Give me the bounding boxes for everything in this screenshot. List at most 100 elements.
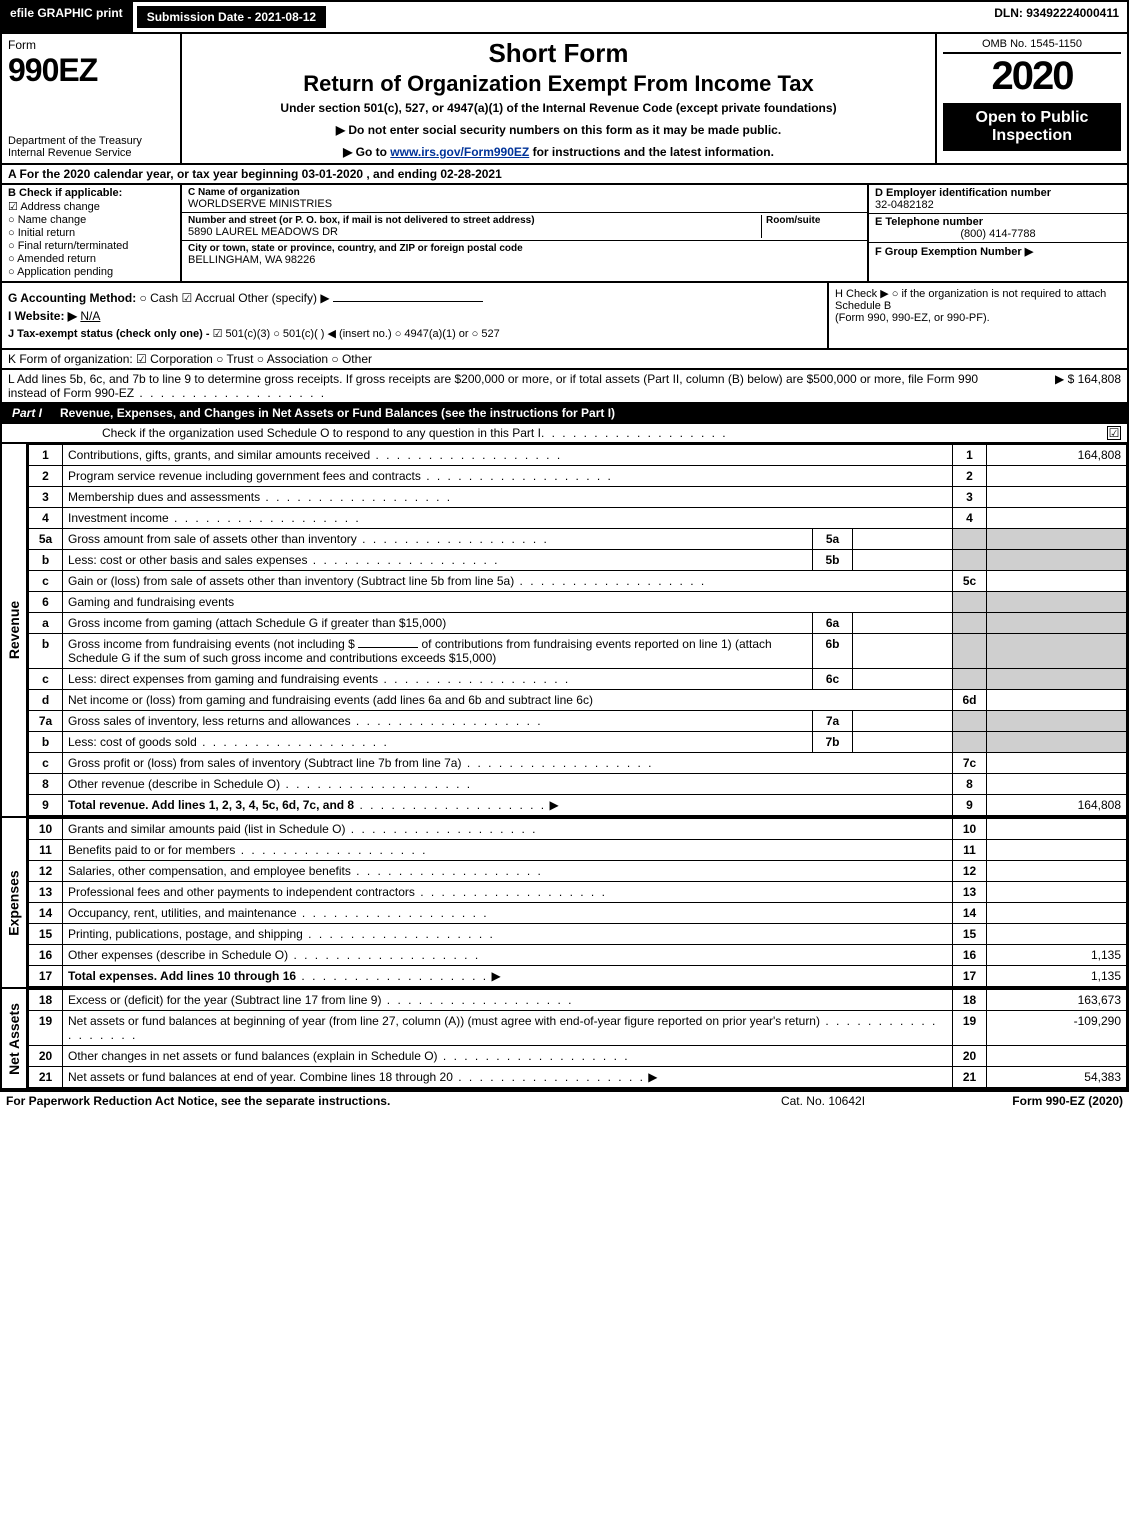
c-street-label: Number and street (or P. O. box, if mail…	[188, 215, 761, 226]
chk-initial-return[interactable]: Initial return	[8, 227, 174, 239]
chk-527[interactable]: 527	[472, 328, 500, 340]
part1-sub-text: Check if the organization used Schedule …	[102, 426, 541, 440]
side-revenue: Revenue	[2, 444, 28, 816]
link-suffix: for instructions and the latest informat…	[533, 145, 774, 159]
topbar-spacer	[330, 2, 986, 32]
info-block: B Check if applicable: Address change Na…	[0, 185, 1129, 283]
row-i: I Website: ▶ N/A	[8, 309, 821, 323]
line-8: 8Other revenue (describe in Schedule O)8	[29, 774, 1127, 795]
expenses-grid: Expenses 10Grants and similar amounts pa…	[0, 818, 1129, 989]
dln-label: DLN: 93492224000411	[986, 2, 1127, 32]
i-label: I Website: ▶	[8, 309, 77, 323]
part1-checkbox[interactable]: ☑	[1107, 426, 1121, 440]
chk-accrual[interactable]: Accrual	[182, 291, 235, 305]
footer-catno: Cat. No. 10642I	[723, 1094, 923, 1108]
link-prefix: ▶ Go to	[343, 145, 390, 159]
chk-final-return[interactable]: Final return/terminated	[8, 240, 174, 252]
line-21: 21Net assets or fund balances at end of …	[29, 1067, 1127, 1088]
c-name-value: WORLDSERVE MINISTRIES	[188, 198, 861, 210]
part1-label: Part I	[2, 404, 52, 422]
c-city-value: BELLINGHAM, WA 98226	[188, 254, 861, 266]
row-l: L Add lines 5b, 6c, and 7b to line 9 to …	[0, 370, 1129, 404]
chk-amended-return[interactable]: Amended return	[8, 253, 174, 265]
form-word: Form	[8, 38, 174, 52]
line-7b: bLess: cost of goods sold7b	[29, 732, 1127, 753]
dept-irs: Internal Revenue Service	[8, 147, 174, 159]
part1-sub-dots	[541, 426, 728, 440]
subtitle-under-section: Under section 501(c), 527, or 4947(a)(1)…	[190, 101, 927, 115]
dept-treasury: Department of the Treasury	[8, 135, 174, 147]
d-ein-value: 32-0482182	[875, 199, 1121, 211]
g-label: G Accounting Method:	[8, 291, 136, 305]
line-5c: cGain or (loss) from sale of assets othe…	[29, 571, 1127, 592]
part1-header: Part I Revenue, Expenses, and Changes in…	[0, 404, 1129, 424]
line-12: 12Salaries, other compensation, and empl…	[29, 861, 1127, 882]
chk-application-pending[interactable]: Application pending	[8, 266, 174, 278]
topbar: efile GRAPHIC print Submission Date - 20…	[0, 0, 1129, 34]
row-g: G Accounting Method: Cash Accrual Other …	[8, 291, 821, 305]
c-name-label: C Name of organization	[188, 187, 861, 198]
revenue-table: 1Contributions, gifts, grants, and simil…	[28, 444, 1127, 816]
line-11: 11Benefits paid to or for members11	[29, 840, 1127, 861]
chk-4947[interactable]: 4947(a)(1) or	[395, 328, 469, 340]
tax-year: 2020	[943, 54, 1121, 99]
line-9: 9Total revenue. Add lines 1, 2, 3, 4, 5c…	[29, 795, 1127, 816]
line-5b: bLess: cost or other basis and sales exp…	[29, 550, 1127, 571]
line-14: 14Occupancy, rent, utilities, and mainte…	[29, 903, 1127, 924]
line-16: 16Other expenses (describe in Schedule O…	[29, 945, 1127, 966]
chk-name-change[interactable]: Name change	[8, 214, 174, 226]
row-k: K Form of organization: ☑ Corporation ○ …	[0, 350, 1129, 370]
open-to-public: Open to Public Inspection	[943, 103, 1121, 151]
form-number: 990EZ	[8, 52, 174, 89]
h-text2: (Form 990, 990-EZ, or 990-PF).	[835, 312, 1121, 324]
line-5a: 5aGross amount from sale of assets other…	[29, 529, 1127, 550]
f-group-label: F Group Exemption Number ▶	[875, 245, 1121, 258]
form-header: Form 990EZ Department of the Treasury In…	[0, 34, 1129, 165]
line-6c: cLess: direct expenses from gaming and f…	[29, 669, 1127, 690]
line-19: 19Net assets or fund balances at beginni…	[29, 1011, 1127, 1046]
line-17: 17Total expenses. Add lines 10 through 1…	[29, 966, 1127, 987]
e-tel-label: E Telephone number	[875, 216, 1121, 228]
row-a-tax-year: A For the 2020 calendar year, or tax yea…	[0, 165, 1129, 185]
b-title: B Check if applicable:	[8, 187, 174, 199]
title-short-form: Short Form	[190, 38, 927, 69]
line-7a: 7aGross sales of inventory, less returns…	[29, 711, 1127, 732]
side-expenses: Expenses	[2, 818, 28, 987]
chk-501c3[interactable]: 501(c)(3)	[213, 328, 271, 340]
c-room-label: Room/suite	[766, 215, 861, 226]
g-other-input[interactable]	[333, 301, 483, 302]
row-j: J Tax-exempt status (check only one) - 5…	[8, 327, 821, 340]
efile-print-button[interactable]: efile GRAPHIC print	[2, 2, 133, 32]
header-middle: Short Form Return of Organization Exempt…	[182, 34, 937, 163]
title-return-of: Return of Organization Exempt From Incom…	[190, 71, 927, 97]
row-l-amount: ▶ $ 164,808	[991, 372, 1121, 400]
line-4: 4Investment income4	[29, 508, 1127, 529]
line-2: 2Program service revenue including gover…	[29, 466, 1127, 487]
line-15: 15Printing, publications, postage, and s…	[29, 924, 1127, 945]
column-b-checkboxes: B Check if applicable: Address change Na…	[2, 185, 182, 281]
irs-link[interactable]: www.irs.gov/Form990EZ	[390, 145, 529, 159]
line-6b: bGross income from fundraising events (n…	[29, 634, 1127, 669]
footer-formref: Form 990-EZ (2020)	[923, 1094, 1123, 1108]
line-20: 20Other changes in net assets or fund ba…	[29, 1046, 1127, 1067]
line-7c: cGross profit or (loss) from sales of in…	[29, 753, 1127, 774]
side-netassets: Net Assets	[2, 989, 28, 1088]
line-3: 3Membership dues and assessments3	[29, 487, 1127, 508]
row-l-text: L Add lines 5b, 6c, and 7b to line 9 to …	[8, 372, 991, 400]
line-13: 13Professional fees and other payments t…	[29, 882, 1127, 903]
omb-number: OMB No. 1545-1150	[943, 38, 1121, 54]
chk-address-change[interactable]: Address change	[8, 200, 174, 213]
i-value: N/A	[80, 309, 100, 323]
chk-501c[interactable]: 501(c)( ) ◀ (insert no.)	[273, 328, 391, 340]
line-10: 10Grants and similar amounts paid (list …	[29, 819, 1127, 840]
footer-paperwork: For Paperwork Reduction Act Notice, see …	[6, 1094, 723, 1108]
e-tel-value: (800) 414-7788	[875, 228, 1121, 240]
page-footer: For Paperwork Reduction Act Notice, see …	[0, 1090, 1129, 1110]
note-ssn: ▶ Do not enter social security numbers o…	[190, 123, 927, 137]
line-6a: aGross income from gaming (attach Schedu…	[29, 613, 1127, 634]
chk-cash[interactable]: Cash	[140, 291, 179, 305]
column-c-org-info: C Name of organization WORLDSERVE MINIST…	[182, 185, 867, 281]
note-link-line: ▶ Go to www.irs.gov/Form990EZ for instru…	[190, 145, 927, 159]
column-d-e-f: D Employer identification number 32-0482…	[867, 185, 1127, 281]
line-6d: dNet income or (loss) from gaming and fu…	[29, 690, 1127, 711]
